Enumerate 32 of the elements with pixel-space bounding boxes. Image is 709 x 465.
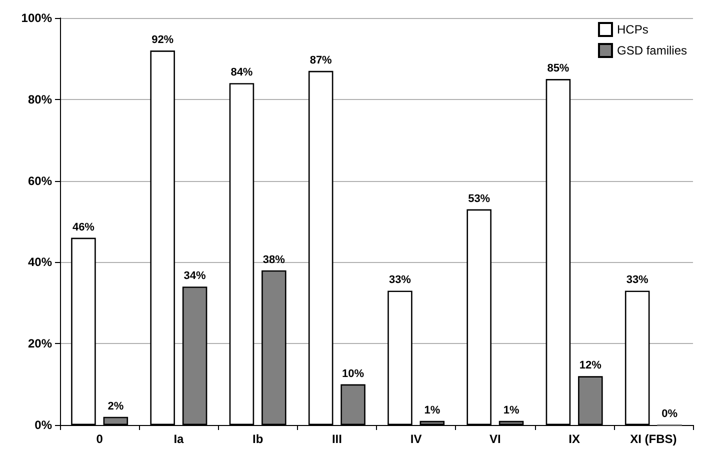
y-tick-label: 80%	[28, 92, 52, 106]
data-label: 10%	[342, 368, 364, 380]
x-tick-label: XI (FBS)	[630, 432, 677, 446]
data-label: 2%	[108, 400, 124, 412]
data-label: 46%	[72, 221, 95, 234]
data-label: 0%	[662, 408, 678, 420]
data-label: 33%	[388, 274, 412, 286]
y-tick-label: 40%	[28, 255, 52, 270]
data-label: 84%	[230, 66, 253, 79]
x-tick-label: 0	[96, 432, 104, 446]
data-label: 92%	[152, 34, 174, 46]
legend-label: HCPs	[616, 22, 648, 36]
y-tick-label: 60%	[28, 174, 52, 188]
data-label: 1%	[503, 404, 520, 416]
legend-label: GSD families	[616, 44, 687, 58]
x-tick-label: Ib	[252, 432, 264, 446]
data-label: 85%	[547, 62, 570, 75]
x-tick-label: VI	[490, 432, 501, 446]
x-tick-label: IX	[568, 432, 580, 446]
data-label: 34%	[184, 270, 206, 282]
data-label: 38%	[262, 254, 286, 266]
y-tick-label: 100%	[21, 11, 52, 25]
x-tick-label: III	[332, 432, 342, 446]
data-label: 1%	[424, 404, 440, 416]
y-tick-label: 0%	[34, 418, 52, 432]
y-tick-label: 20%	[28, 336, 52, 351]
data-label: 33%	[626, 274, 649, 286]
data-label: 87%	[310, 54, 332, 66]
data-label: 53%	[468, 192, 490, 205]
x-tick-label: Ia	[174, 432, 184, 446]
data-label: 12%	[579, 360, 602, 372]
x-tick-label: IV	[410, 432, 422, 446]
